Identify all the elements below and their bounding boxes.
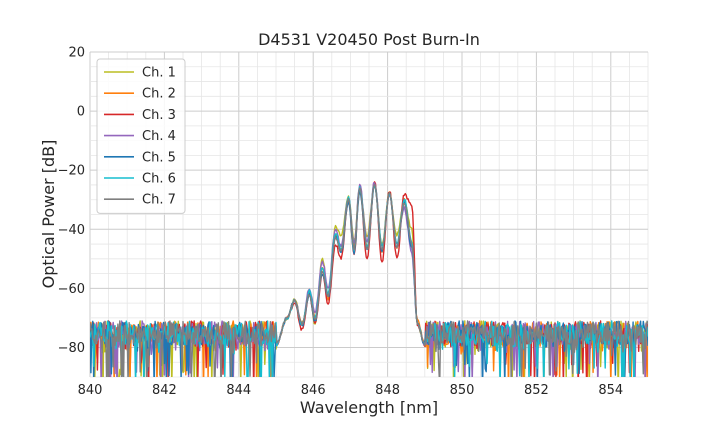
x-tick-label: 842	[152, 383, 177, 398]
x-axis-label: Wavelength [nm]	[300, 398, 438, 417]
legend: Ch. 1 Ch. 2 Ch. 3 Ch. 4 Ch. 5 Ch. 6 Ch. 7	[96, 58, 186, 214]
legend-label: Ch. 2	[142, 87, 176, 102]
x-tick-label: 852	[524, 383, 549, 398]
x-tick-label: 840	[78, 383, 103, 398]
legend-label: Ch. 6	[142, 172, 176, 187]
series-line-ch7	[90, 183, 648, 377]
y-axis-label: Optical Power [dB]	[39, 140, 58, 289]
x-tick-label: 854	[598, 383, 623, 398]
y-tick-label: 0	[77, 105, 85, 120]
legend-label: Ch. 4	[142, 129, 176, 144]
x-tick-label: 846	[301, 383, 326, 398]
y-tick-label: −20	[58, 164, 85, 179]
legend-box	[96, 58, 186, 214]
x-tick-label: 848	[375, 383, 400, 398]
tick-labels: 840 842 844 846 848 850 852 854 −80 −60 −40 −20 0 20	[58, 46, 624, 399]
y-tick-label: −40	[58, 223, 85, 238]
series-layer	[90, 181, 648, 377]
x-tick-label: 850	[450, 383, 475, 398]
y-tick-label: 20	[68, 46, 85, 61]
chart-title: D4531 V20450 Post Burn-In	[258, 30, 480, 49]
y-tick-label: −60	[58, 282, 85, 297]
legend-label: Ch. 3	[142, 108, 176, 123]
x-tick-label: 844	[226, 383, 251, 398]
legend-label: Ch. 7	[142, 193, 176, 208]
legend-label: Ch. 1	[142, 66, 176, 81]
y-tick-label: −80	[58, 341, 85, 356]
legend-label: Ch. 5	[142, 150, 176, 165]
